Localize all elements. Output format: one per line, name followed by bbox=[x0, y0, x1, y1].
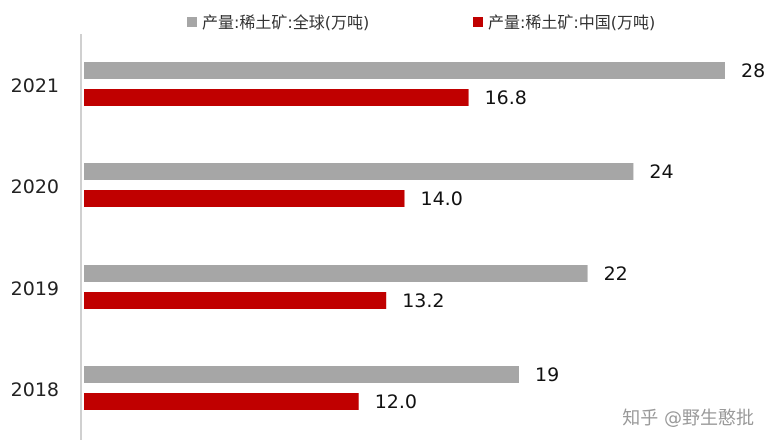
data-label-global-2018: 19 bbox=[535, 364, 559, 386]
category-tick-2019: 2019 bbox=[11, 278, 59, 300]
category-tick-2020: 2020 bbox=[11, 176, 59, 198]
data-label-china-2020: 14.0 bbox=[421, 188, 463, 210]
legend-swatch-china bbox=[473, 17, 483, 27]
watermark: 知乎 @野生憨批 bbox=[622, 408, 754, 429]
bar-china-2021 bbox=[84, 89, 469, 106]
data-label-china-2019: 13.2 bbox=[402, 290, 444, 312]
bar-china-2020 bbox=[84, 190, 405, 207]
bar-china-2019 bbox=[84, 292, 387, 309]
legend-label-china: 产量:稀土矿:中国(万吨) bbox=[488, 13, 655, 32]
legend-swatch-global bbox=[187, 17, 197, 27]
category-tick-2021: 2021 bbox=[11, 75, 59, 97]
bar-global-2021 bbox=[84, 62, 725, 79]
bar-china-2018 bbox=[84, 393, 359, 410]
bar-global-2019 bbox=[84, 265, 588, 282]
data-label-china-2018: 12.0 bbox=[375, 391, 417, 413]
legend-label-global: 产量:稀土矿:全球(万吨) bbox=[202, 13, 369, 32]
bar-global-2020 bbox=[84, 163, 634, 180]
bar-global-2018 bbox=[84, 366, 519, 383]
data-label-china-2021: 16.8 bbox=[485, 87, 527, 109]
category-tick-2018: 2018 bbox=[11, 379, 59, 401]
bars: 2021 28 16.8 2020 24 14.0 2019 22 13.2 2018 19 12.0 bbox=[11, 60, 766, 413]
data-label-global-2020: 24 bbox=[649, 161, 673, 183]
data-label-global-2019: 22 bbox=[604, 263, 628, 285]
legend: 产量:稀土矿:全球(万吨) 产量:稀土矿:中国(万吨) bbox=[187, 13, 655, 32]
data-label-global-2021: 28 bbox=[741, 60, 765, 82]
